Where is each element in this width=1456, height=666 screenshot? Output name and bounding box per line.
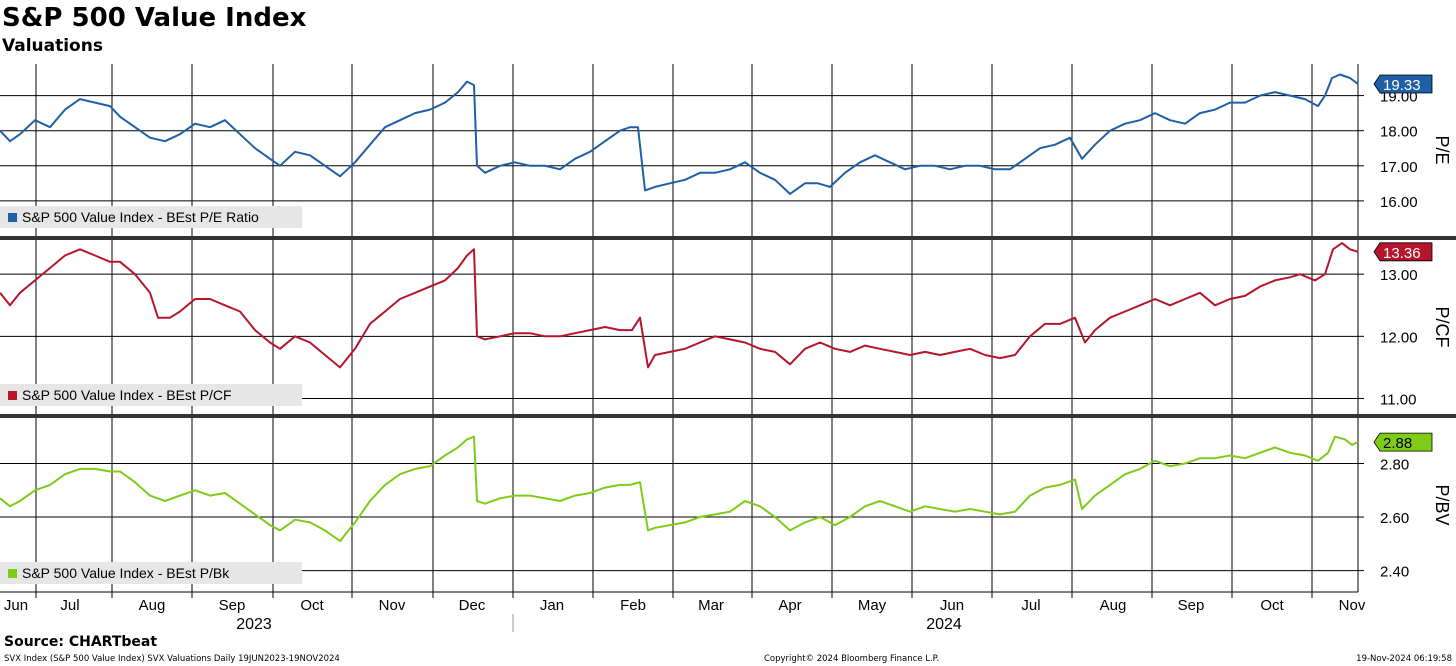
y-tick-label: 18.00 xyxy=(1380,124,1418,141)
y-tick-label: 2.60 xyxy=(1380,510,1409,527)
x-tick-label: Mar xyxy=(698,597,724,614)
series-line-2 xyxy=(0,242,1359,369)
y-tick-label: 2.80 xyxy=(1380,457,1409,474)
source-label: Source: CHARTbeat xyxy=(4,634,158,650)
x-tick-label: Feb xyxy=(620,597,646,614)
last-value-label-1: 19.33 xyxy=(1383,77,1421,94)
axis-title-1: P/E xyxy=(1432,135,1452,164)
x-tick-label: Aug xyxy=(1100,597,1127,614)
x-tick-label: Jan xyxy=(540,597,564,614)
legend-label-1: S&P 500 Value Index - BEst P/E Ratio xyxy=(22,209,259,225)
x-tick-label: Dec xyxy=(459,597,486,614)
y-tick-label: 16.00 xyxy=(1380,194,1418,211)
x-tick-label: Apr xyxy=(778,597,801,614)
axis-title-3: P/BV xyxy=(1432,484,1452,525)
legend-box-3 xyxy=(0,562,302,584)
x-tick-label: Jun xyxy=(940,597,964,614)
last-value-box-1 xyxy=(1373,74,1433,94)
last-value-box-2 xyxy=(1373,242,1433,262)
series-line-1 xyxy=(0,73,1359,195)
y-tick-label: 2.40 xyxy=(1380,564,1409,581)
x-tick-label: Aug xyxy=(139,597,166,614)
y-tick-label: 17.00 xyxy=(1380,159,1418,176)
y-tick-label: 12.00 xyxy=(1380,329,1418,346)
footer-copyright: Copyright© 2024 Bloomberg Finance L.P. xyxy=(764,654,940,664)
y-tick-label: 13.00 xyxy=(1380,267,1418,284)
year-label: 2024 xyxy=(926,616,962,633)
x-tick-label: Nov xyxy=(1339,597,1366,614)
chart-subtitle: Valuations xyxy=(2,36,103,56)
x-tick-label: Jun xyxy=(4,597,28,614)
footer-left: SVX Index (S&P 500 Value Index) SVX Valu… xyxy=(4,654,340,664)
legend-box-2 xyxy=(0,384,302,406)
x-tick-label: Jul xyxy=(60,597,79,614)
last-value-label-2: 13.36 xyxy=(1383,245,1421,262)
footer-timestamp: 19-Nov-2024 06:19:58 xyxy=(1356,654,1452,664)
x-tick-label: Sep xyxy=(1178,597,1205,614)
x-tick-label: Nov xyxy=(379,597,406,614)
legend-swatch-1 xyxy=(8,213,17,222)
legend-swatch-2 xyxy=(8,391,17,400)
x-tick-label: Oct xyxy=(1260,597,1284,614)
series-line-3 xyxy=(0,435,1359,543)
x-tick-label: Sep xyxy=(219,597,246,614)
year-label: 2023 xyxy=(236,616,272,633)
legend-box-1 xyxy=(0,206,302,228)
last-value-box-3 xyxy=(1373,432,1433,452)
legend-label-3: S&P 500 Value Index - BEst P/Bk xyxy=(22,565,230,581)
legend-swatch-3 xyxy=(8,569,17,578)
last-value-label-3: 2.88 xyxy=(1383,435,1412,452)
x-tick-label: May xyxy=(858,597,887,614)
y-tick-label: 11.00 xyxy=(1380,391,1416,408)
x-tick-label: Oct xyxy=(300,597,324,614)
x-tick-label: Jul xyxy=(1021,597,1040,614)
chart-title: S&P 500 Value Index xyxy=(2,3,307,33)
axis-title-2: P/CF xyxy=(1432,306,1452,347)
legend-label-2: S&P 500 Value Index - BEst P/CF xyxy=(22,387,232,403)
